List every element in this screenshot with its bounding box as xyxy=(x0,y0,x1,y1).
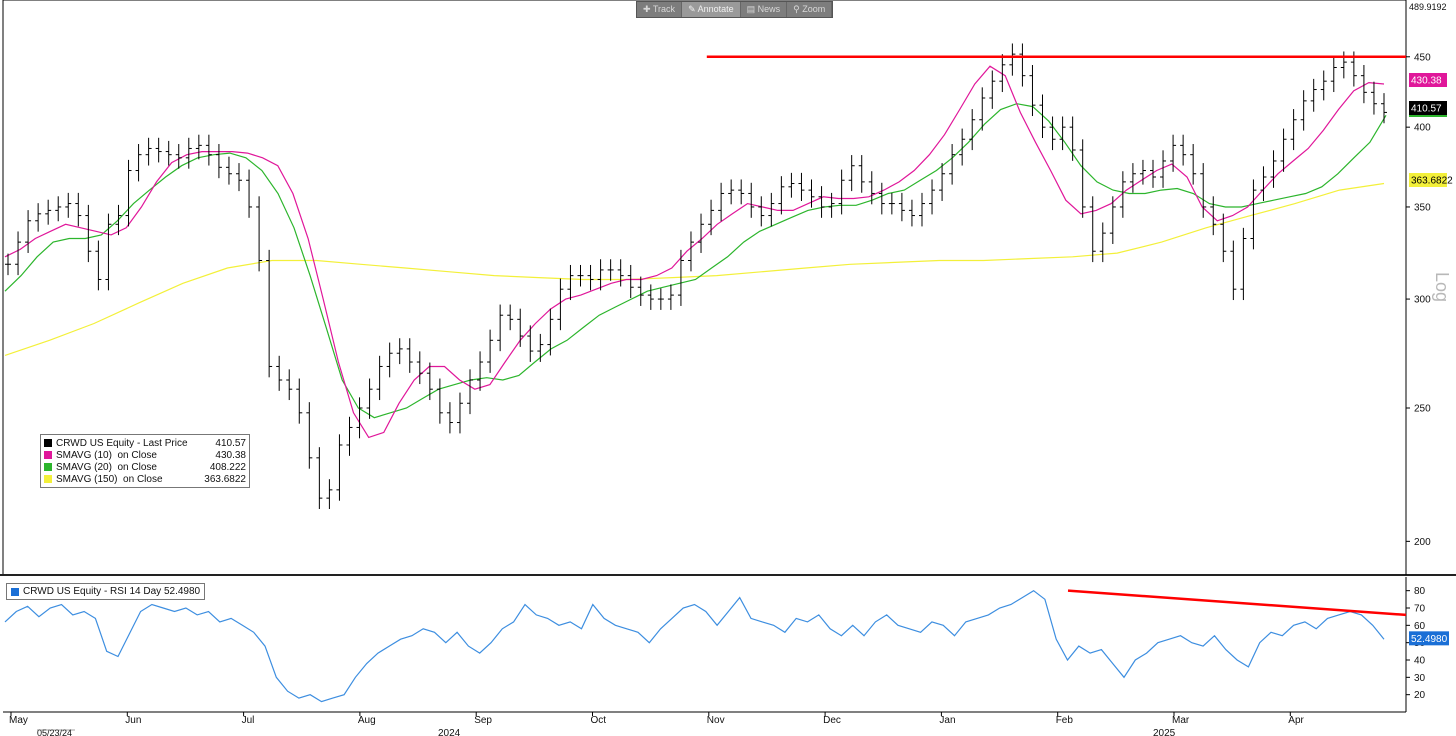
price-value-tag xyxy=(1409,73,1447,87)
x-month-label: Jul xyxy=(242,715,255,726)
legend-row-smavg-10: SMAVG (10) on Close 430.38 xyxy=(44,449,246,461)
x-month-label: Feb xyxy=(1056,715,1074,726)
toolbar-zoom-label: Zoom xyxy=(802,4,826,14)
rsi-value-tag-label: 52.4980 xyxy=(1411,634,1448,645)
price-plot xyxy=(4,43,1406,509)
legend-value-smavg-20: 408.222 xyxy=(209,461,246,473)
x-month-label: May xyxy=(9,715,28,726)
x-month-label: Dec xyxy=(823,715,841,726)
price-y-tick-label: 350 xyxy=(1414,202,1431,213)
x-month-label: Aug xyxy=(358,715,376,726)
price-y-tick-label: 200 xyxy=(1414,537,1431,548)
legend-label-smavg-20: SMAVG (20) on Close xyxy=(56,461,157,473)
price-value-tag xyxy=(1409,173,1447,187)
legend-value-smavg-150: 363.6822 xyxy=(204,473,246,485)
sma-10-line xyxy=(4,65,1385,439)
price-value-tag xyxy=(1409,101,1447,115)
legend-row-last-price: CRWD US Equity - Last Price 410.57 xyxy=(44,437,246,449)
sma-150-line xyxy=(4,182,1385,356)
legend-value-smavg-10: 430.38 xyxy=(215,449,246,461)
rsi-y-tick-label: 40 xyxy=(1414,656,1426,667)
rsi-legend: CRWD US Equity - RSI 14 Day 52.4980 xyxy=(6,583,206,600)
price-value-tag-label: 410.57 xyxy=(1411,104,1442,115)
axes: 20025030035040045020304050607080MayJunJu… xyxy=(9,52,1453,726)
x-month-label: Nov xyxy=(707,715,725,726)
x-month-label: Sep xyxy=(474,715,492,726)
sma-20-line xyxy=(4,103,1387,419)
rsi-value-tag xyxy=(1409,631,1449,646)
toolbar-zoom-button[interactable]: ⚲ Zoom xyxy=(787,2,833,17)
price-value-tag-label: 363.6822 xyxy=(1411,176,1453,187)
price-legend: CRWD US Equity - Last Price 410.57 SMAVG… xyxy=(40,434,250,488)
x-month-label: Mar xyxy=(1172,715,1190,726)
rsi-y-tick-label: 80 xyxy=(1414,586,1426,597)
legend-swatch-smavg-10 xyxy=(44,451,52,459)
x-month-label: Apr xyxy=(1288,715,1304,726)
x-month-label: Jun xyxy=(125,715,141,726)
legend-swatch-last-price xyxy=(44,439,52,447)
rsi-y-tick-label: 70 xyxy=(1414,604,1426,615)
price-y-axis-title: Log xyxy=(1432,272,1452,302)
legend-label-smavg-10: SMAVG (10) on Close xyxy=(56,449,157,461)
rsi-trend-line xyxy=(1067,589,1407,617)
rsi-y-tick-label: 30 xyxy=(1414,673,1426,684)
legend-label-last-price: CRWD US Equity - Last Price xyxy=(56,437,188,449)
legend-label-smavg-150: SMAVG (150) on Close xyxy=(56,473,163,485)
price-y-tick-label: 250 xyxy=(1414,404,1431,415)
legend-swatch-smavg-150 xyxy=(44,475,52,483)
x-month-label: Oct xyxy=(591,715,607,726)
toolbar-news-label: News xyxy=(757,4,781,14)
x-year-label-2025: 2025 xyxy=(1153,728,1176,736)
x-year-label-2024: 2024 xyxy=(438,728,461,736)
legend-value-rsi: 52.4980 xyxy=(163,586,201,597)
x-month-label: Jan xyxy=(939,715,955,726)
price-y-tick-label: 400 xyxy=(1414,123,1431,134)
price-y-tick-label: 300 xyxy=(1414,295,1431,306)
legend-value-last-price: 410.57 xyxy=(215,437,246,449)
legend-swatch-smavg-20 xyxy=(44,463,52,471)
toolbar-track-button[interactable]: ✚ Track xyxy=(637,2,683,17)
legend-row-smavg-150: SMAVG (150) on Close 363.6822 xyxy=(44,473,246,485)
toolbar-news-button[interactable]: ▤ News xyxy=(741,2,788,17)
price-value-tag-label: 430.38 xyxy=(1411,76,1442,87)
price-y-tick-label: 450 xyxy=(1414,52,1431,63)
price-y-top-label: 489.9192 xyxy=(1409,2,1447,12)
toolbar-annotate-label: Annotate xyxy=(697,4,734,14)
rsi-line xyxy=(4,589,1385,703)
legend-label-rsi: CRWD US Equity - RSI 14 Day xyxy=(23,586,162,597)
toolbar-annotate-button[interactable]: ✎ Annotate xyxy=(682,2,741,17)
legend-row-smavg-20: SMAVG (20) on Close 408.222 xyxy=(44,461,246,473)
rsi-plot xyxy=(4,589,1407,703)
price-panel-frame xyxy=(2,0,1407,576)
rsi-y-tick-label: 60 xyxy=(1414,621,1426,632)
legend-swatch-rsi xyxy=(11,587,19,596)
chart-toolbar: ✚ Track ✎ Annotate ▤ News ⚲ Zoom xyxy=(636,1,834,18)
rsi-y-tick-label: 20 xyxy=(1414,690,1426,701)
toolbar-track-label: Track xyxy=(652,4,676,14)
x-start-date-label: 05/23/24 xyxy=(37,728,72,736)
